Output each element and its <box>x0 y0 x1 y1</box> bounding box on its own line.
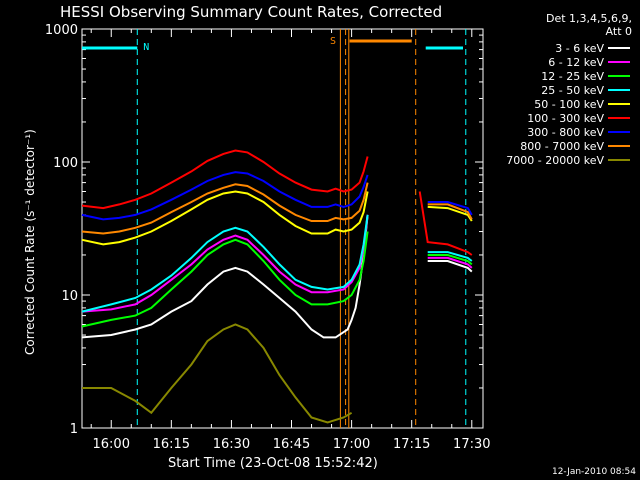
legend-label: 300 - 800 keV <box>527 126 604 139</box>
series-800-7000-line <box>81 182 369 235</box>
chart-title: HESSI Observing Summary Count Rates, Cor… <box>60 3 442 21</box>
legend-label: 7000 - 20000 keV <box>506 154 604 167</box>
y-tick-label: 1 <box>70 422 78 437</box>
series-7000-20000-line <box>82 323 353 424</box>
y-axis-label: Corrected Count Rate (s⁻¹ detector⁻¹) <box>23 129 37 355</box>
series-300-800-line <box>81 171 369 221</box>
legend-label: 100 - 300 keV <box>527 112 604 125</box>
flag-n-label: N <box>143 42 149 53</box>
series-800-7000-line-2 <box>427 203 473 220</box>
series-50-100-line-2 <box>427 205 473 222</box>
flag-s-label: S <box>330 36 336 47</box>
legend-label: 50 - 100 keV <box>534 98 604 111</box>
timestamp: 12-Jan-2010 08:54 <box>552 467 636 477</box>
legend-label: 12 - 25 keV <box>541 70 604 83</box>
legend-label: 800 - 7000 keV <box>520 140 604 153</box>
series-group <box>81 149 473 424</box>
x-tick-label: 17:00 <box>333 437 370 452</box>
x-tick-label: 16:15 <box>153 437 190 452</box>
series-25-50-line <box>81 214 369 313</box>
x-tick-label: 17:30 <box>453 437 490 452</box>
series-50-100-line <box>81 190 369 246</box>
series-12-25-line <box>81 231 369 328</box>
legend-label: 6 - 12 keV <box>548 56 604 69</box>
y-tick-label: 1000 <box>45 23 78 38</box>
series-12-25-line-2 <box>427 254 473 266</box>
x-tick-label: 16:45 <box>273 437 310 452</box>
series-3-6-line <box>81 214 369 339</box>
y-tick-label: 10 <box>61 289 78 304</box>
series-6-12-line-2 <box>427 256 473 269</box>
x-axis-label: Start Time (23-Oct-08 15:52:42) <box>168 456 378 471</box>
flags: NS <box>82 29 467 428</box>
plot-frame <box>81 28 484 429</box>
legend-label: 3 - 6 keV <box>555 42 604 55</box>
x-axis: 16:00 16:15 16:30 16:45 17:00 17:15 17:30 <box>90 29 491 452</box>
legend-header-line-1: Det 1,3,4,5,6,9, <box>546 12 632 25</box>
y-axis: 1 10 100 1000 <box>45 23 483 437</box>
x-tick-label: 16:00 <box>93 437 130 452</box>
y-tick-label: 100 <box>53 156 78 171</box>
series-100-300-line-2 <box>418 191 473 256</box>
legend-label: 25 - 50 keV <box>541 84 604 97</box>
series-3-6-line-2 <box>427 260 473 273</box>
legend-header-line-2: Att 0 <box>606 25 632 38</box>
x-tick-label: 17:15 <box>393 437 430 452</box>
series-300-800-line-2 <box>427 201 473 216</box>
series-6-12-line <box>81 214 369 313</box>
series-100-300-line <box>81 149 369 210</box>
series-25-50-line-2 <box>427 251 473 262</box>
x-tick-label: 16:30 <box>213 437 250 452</box>
